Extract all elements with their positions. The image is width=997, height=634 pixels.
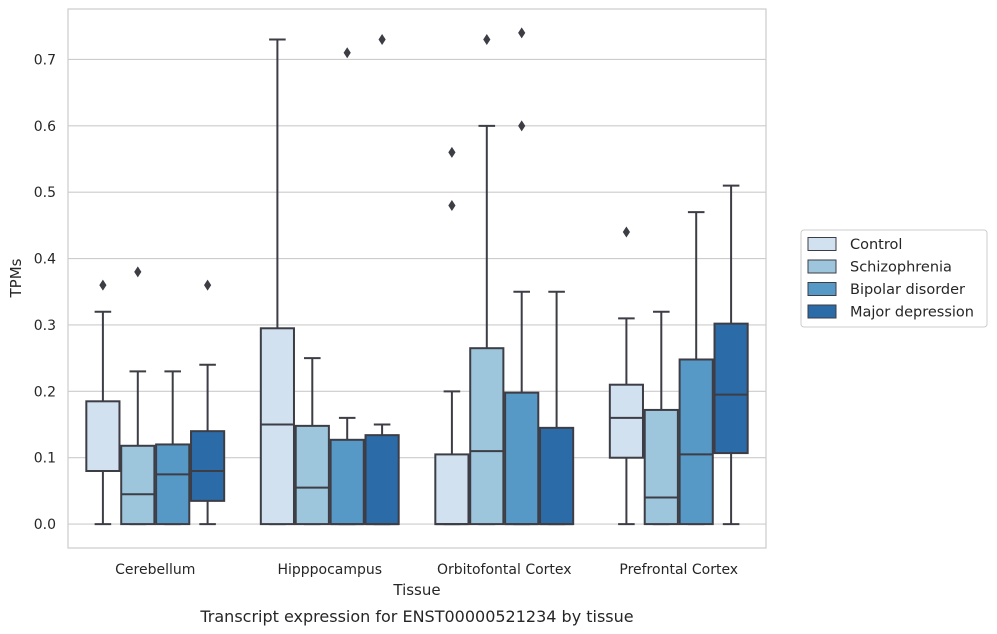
box-rect [469, 347, 505, 526]
box-rect [259, 327, 295, 526]
y-tick-labels: 0.0 0.1 0.2 0.3 0.4 0.5 0.6 0.7 [34, 52, 56, 533]
box-rect [364, 434, 400, 526]
y-tick-label: 0.6 [34, 119, 56, 135]
plot-frame [67, 8, 767, 549]
outlier-marker [448, 146, 456, 158]
box-rect [155, 443, 191, 526]
y-tick-label: 0.1 [34, 451, 56, 467]
box-rect [294, 424, 330, 526]
boxes [85, 27, 749, 526]
legend-label: Schizophrenia [850, 260, 952, 276]
box-group [713, 184, 749, 526]
box-rect [539, 426, 575, 526]
x-axis-label: Tissue [392, 581, 440, 599]
box-group [120, 266, 156, 526]
legend-swatch [807, 282, 837, 296]
box-rect [608, 383, 644, 459]
x-tick-labels: Cerebellum Hipppocampus Orbitofontal Corte… [115, 562, 738, 578]
legend-label: Bipolar disorder [850, 282, 965, 298]
outlier-marker [204, 279, 212, 291]
legend-swatch [807, 304, 837, 319]
box-rect [434, 453, 470, 526]
box-group [294, 357, 330, 526]
x-tick-label: Hipppocampus [277, 562, 382, 578]
outlier-marker [378, 34, 386, 46]
legend-swatch [807, 237, 837, 251]
outlier-marker [518, 120, 526, 132]
box-group [85, 279, 121, 526]
box-rect [678, 358, 714, 526]
y-axis-label: TPMs [7, 258, 25, 298]
y-tick-label: 0.7 [34, 52, 56, 68]
y-tick-label: 0.0 [34, 517, 56, 533]
legend: Control Schizophrenia Bipolar disorder Majo… [800, 229, 988, 328]
outlier-marker [343, 47, 351, 59]
legend-frame [800, 229, 988, 328]
box-rect [120, 444, 156, 526]
box-group [678, 211, 714, 526]
outlier-marker [134, 266, 142, 278]
box-rect [504, 391, 540, 526]
y-tick-label: 0.2 [34, 384, 56, 400]
box-rect [329, 438, 365, 526]
box-group [539, 290, 575, 526]
box-rect [190, 430, 226, 502]
legend-label: Control [850, 237, 902, 253]
box-group [329, 47, 365, 526]
box-group [364, 34, 400, 526]
box-group [259, 38, 295, 526]
y-tick-label: 0.4 [34, 252, 56, 268]
box-group [155, 370, 191, 526]
x-tick-label: Prefrontal Cortex [619, 562, 738, 578]
box-rect [713, 322, 749, 455]
chart-caption: Transcript expression for ENST0000052123… [199, 607, 633, 626]
box-group [643, 310, 679, 526]
x-tick-label: Cerebellum [115, 562, 195, 578]
outlier-marker [448, 199, 456, 211]
box-rect [85, 400, 121, 472]
box-group [469, 34, 505, 526]
legend-swatch [807, 259, 837, 274]
x-tick-label: Orbitofontal Cortex [437, 562, 572, 578]
y-tick-label: 0.3 [34, 318, 56, 334]
box-rect [643, 408, 679, 526]
box-group [434, 146, 470, 526]
legend-label: Major depression [850, 305, 974, 321]
box-group [504, 27, 540, 526]
outlier-marker [483, 34, 491, 46]
outlier-marker [518, 27, 526, 39]
box-group [608, 226, 644, 526]
outlier-marker [622, 226, 630, 238]
outlier-marker [99, 279, 107, 291]
y-tick-label: 0.5 [34, 185, 56, 201]
box-group [190, 279, 226, 526]
